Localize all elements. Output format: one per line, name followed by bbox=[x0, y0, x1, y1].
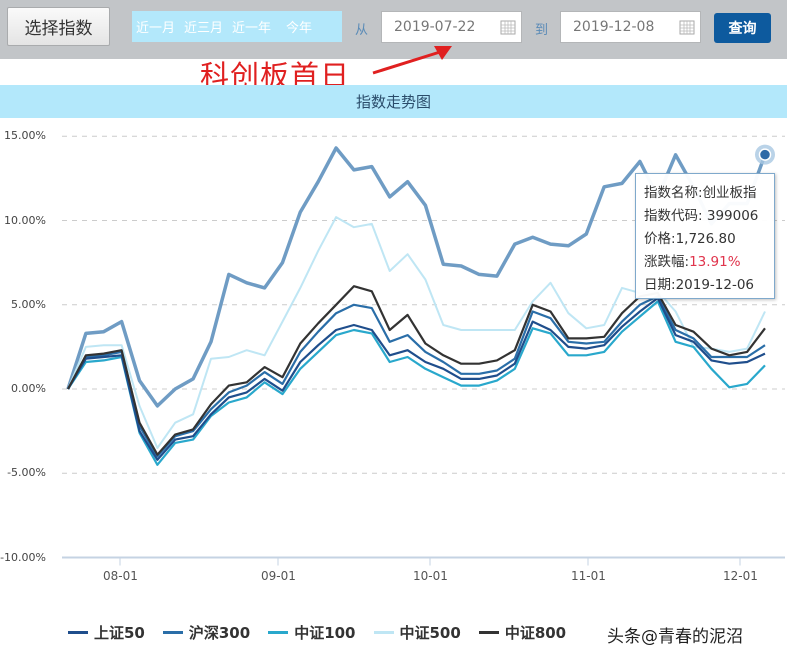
to-date-value: 2019-12-08 bbox=[573, 19, 655, 35]
legend-swatch bbox=[162, 631, 183, 634]
tooltip-price-value: 1,726.80 bbox=[675, 231, 736, 247]
legend-label: 中证800 bbox=[504, 624, 567, 642]
toolbar: 选择指数 近一月 近三月 近一年 今年 从 2019-07-22 到 2019-… bbox=[0, 0, 787, 59]
range-ytd[interactable]: 今年 bbox=[286, 21, 313, 36]
y-tick-label: -10.00% bbox=[0, 550, 46, 564]
x-tick-label: 11-01 bbox=[571, 569, 606, 583]
range-1-month[interactable]: 近一月 bbox=[136, 21, 176, 36]
to-date-input[interactable]: 2019-12-08 bbox=[560, 11, 701, 43]
tooltip-date-value: 2019-12-06 bbox=[675, 277, 755, 293]
legend-swatch bbox=[268, 631, 289, 634]
x-tick-label: 09-01 bbox=[261, 569, 296, 583]
query-button[interactable]: 查询 bbox=[714, 13, 771, 43]
tooltip-code-value: 399006 bbox=[702, 208, 759, 224]
series-line[interactable] bbox=[67, 300, 766, 466]
x-tick-label: 12-01 bbox=[723, 569, 758, 583]
tooltip-change-value: 13.91% bbox=[689, 254, 741, 270]
from-date-input[interactable]: 2019-07-22 bbox=[381, 11, 522, 43]
x-tick-label: 08-01 bbox=[103, 569, 138, 583]
from-label: 从 bbox=[355, 23, 369, 38]
tooltip-name-value: 创业板指 bbox=[702, 185, 757, 201]
tooltip-name-label: 指数名称: bbox=[644, 185, 703, 201]
highlight-point[interactable] bbox=[758, 148, 772, 161]
legend-swatch bbox=[68, 631, 88, 634]
legend: 上证50 沪深300 中证100 中证500 中证800 bbox=[68, 622, 584, 643]
legend-item-csi100[interactable]: 中证100 bbox=[268, 622, 356, 643]
tooltip: 指数名称:创业板指 指数代码: 399006 价格:1,726.80 涨跌幅:1… bbox=[635, 173, 775, 299]
legend-label: 中证500 bbox=[399, 624, 461, 642]
legend-item-csi800[interactable]: 中证800 bbox=[478, 622, 567, 643]
y-tick-label: 15.00% bbox=[4, 129, 46, 143]
calendar-icon[interactable] bbox=[679, 19, 695, 35]
tooltip-date-label: 日期: bbox=[644, 277, 676, 293]
to-label: 到 bbox=[535, 23, 549, 38]
legend-item-csi500[interactable]: 中证500 bbox=[373, 622, 461, 643]
legend-item-csi300[interactable]: 沪深300 bbox=[162, 622, 251, 643]
from-date-value: 2019-07-22 bbox=[394, 19, 476, 35]
tooltip-change-label: 涨跌幅: bbox=[644, 254, 690, 270]
legend-swatch bbox=[373, 631, 394, 634]
y-tick-label: 0.00% bbox=[11, 382, 46, 395]
watermark: 头条@青春的泥沼 bbox=[607, 627, 743, 647]
tooltip-code-label: 指数代码: bbox=[644, 208, 703, 224]
calendar-icon[interactable] bbox=[500, 19, 516, 35]
legend-label: 中证100 bbox=[294, 624, 356, 642]
series-line[interactable] bbox=[67, 295, 766, 458]
select-index-button[interactable]: 选择指数 bbox=[7, 7, 110, 46]
legend-swatch bbox=[478, 631, 499, 634]
quick-range-bar: 近一月 近三月 近一年 今年 bbox=[132, 11, 342, 42]
x-tick-label: 10-01 bbox=[413, 569, 448, 583]
chart-title: 指数走势图 bbox=[0, 85, 787, 118]
series-line[interactable] bbox=[67, 285, 766, 456]
range-3-months[interactable]: 近三月 bbox=[184, 21, 224, 36]
y-tick-label: -5.00% bbox=[7, 466, 46, 480]
legend-item-sse50[interactable]: 上证50 bbox=[68, 622, 145, 643]
y-tick-label: 10.00% bbox=[4, 213, 46, 227]
red-arrow-icon bbox=[372, 46, 452, 75]
series-line[interactable] bbox=[67, 296, 766, 461]
range-1-year[interactable]: 近一年 bbox=[232, 21, 272, 36]
tooltip-price-label: 价格: bbox=[644, 231, 676, 247]
legend-label: 沪深300 bbox=[188, 624, 251, 642]
y-tick-label: 5.00% bbox=[11, 297, 46, 311]
legend-label: 上证50 bbox=[94, 624, 145, 642]
